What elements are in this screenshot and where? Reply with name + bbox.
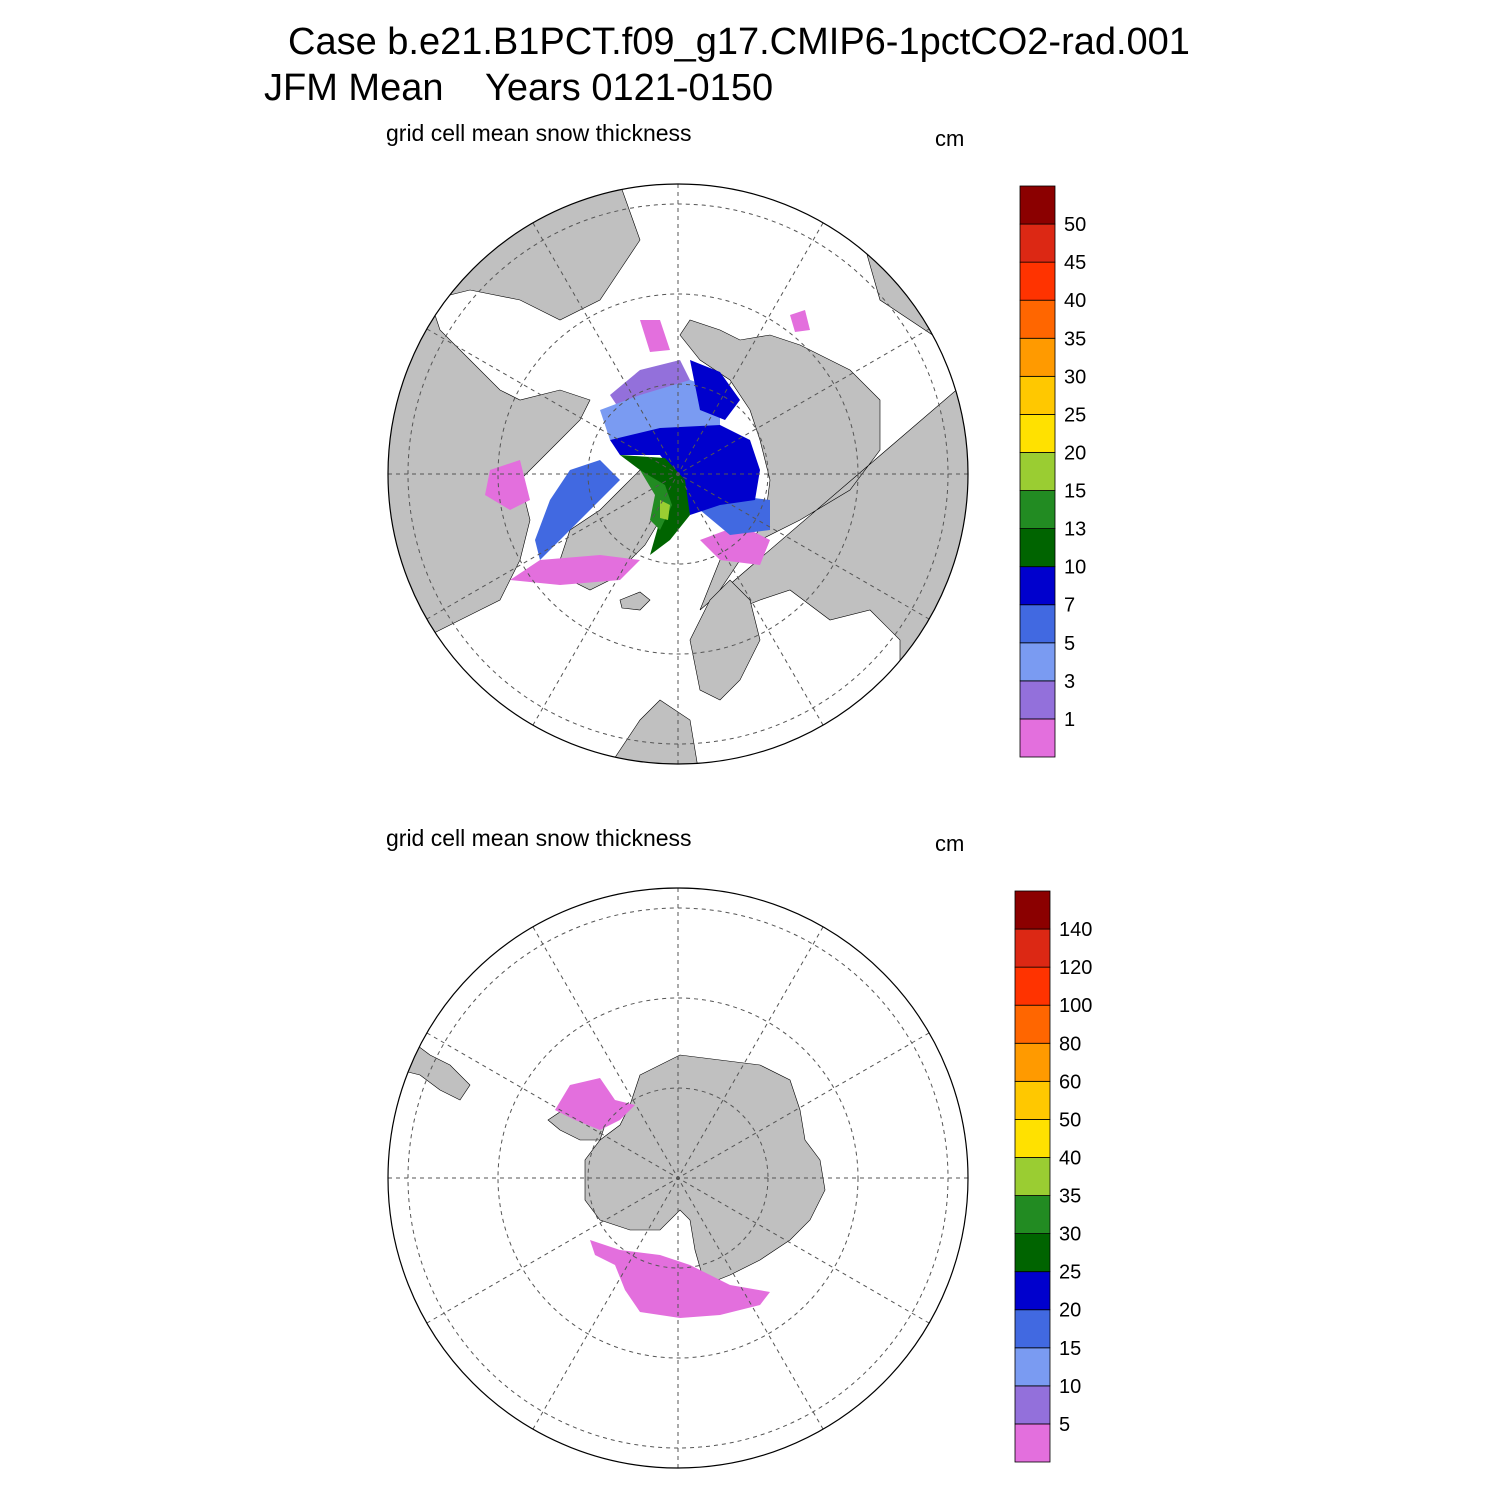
figure-title-case: Case b.e21.B1PCT.f09_g17.CMIP6-1pctCO2-r… xyxy=(288,21,1190,63)
south-map-boundary xyxy=(387,887,969,1469)
north-colorbar-label: 7 xyxy=(1064,595,1075,617)
south-colorbar-label: 35 xyxy=(1059,1186,1081,1208)
south-colorbar-swatch xyxy=(1014,1042,1051,1082)
south-colorbar-swatch xyxy=(1014,1157,1051,1196)
snow-13cm-region xyxy=(620,455,690,555)
north-colorbar-swatch xyxy=(1019,223,1056,263)
snow-3cm-region xyxy=(610,360,690,410)
north-colorbar-label: 45 xyxy=(1064,252,1086,274)
snow-1cm-region xyxy=(640,320,670,352)
north-map-boundary xyxy=(387,183,969,765)
north-colorbar-swatch xyxy=(1019,299,1056,339)
south-colorbar-label: 50 xyxy=(1059,1109,1081,1131)
snow-5cm-region xyxy=(590,1240,770,1318)
south-colorbar-swatch xyxy=(1014,1347,1051,1387)
north-colorbar-swatch xyxy=(1019,375,1056,415)
south-colorbar-label: 140 xyxy=(1059,919,1092,941)
north-colorbar-label: 50 xyxy=(1064,214,1086,236)
south-colorbar-swatch xyxy=(1014,1195,1051,1234)
south-colorbar-label: 80 xyxy=(1059,1033,1081,1055)
north-colorbar-label: 40 xyxy=(1064,290,1086,312)
north-colorbar-swatch xyxy=(1019,566,1056,606)
figure-title-period: JFM Mean Years 0121-0150 xyxy=(264,67,774,109)
north-colorbar-swatch xyxy=(1019,490,1056,529)
north-colorbar-swatch xyxy=(1019,413,1056,453)
south-colorbar-label: 60 xyxy=(1059,1071,1081,1093)
south-colorbar-swatch xyxy=(1014,1119,1051,1158)
iceland-landmass xyxy=(619,591,651,611)
north-colorbar-label: 3 xyxy=(1064,671,1075,693)
snow-5cm-region xyxy=(555,1078,635,1130)
snow-1cm-region xyxy=(700,525,770,565)
south-colorbar-label: 120 xyxy=(1059,957,1092,979)
north-colorbar-swatch xyxy=(1019,718,1056,758)
south-colorbar-swatch xyxy=(1014,928,1051,968)
north-america-landmass xyxy=(388,184,641,641)
north-colorbar-label: 30 xyxy=(1064,366,1086,388)
north-colorbar-label: 10 xyxy=(1064,557,1086,579)
north-colorbar-swatch xyxy=(1019,337,1056,377)
north-colorbar-swatch xyxy=(1019,642,1056,682)
europe-peninsula xyxy=(689,579,761,701)
north-colorbar-label: 1 xyxy=(1064,709,1075,731)
south-colorbar-label: 20 xyxy=(1059,1300,1081,1322)
south-colorbar-swatch xyxy=(1014,1271,1051,1311)
snow-20cm-region xyxy=(660,500,670,520)
south-units-label: cm xyxy=(935,831,965,856)
north-colorbar-label: 15 xyxy=(1064,481,1086,503)
south-colorbar-swatch xyxy=(1014,1004,1051,1044)
south-colorbar-swatch xyxy=(1014,1423,1051,1463)
snow-1cm-region xyxy=(790,310,810,332)
snow-5cm-region xyxy=(600,380,720,440)
south-colorbar-swatch xyxy=(1014,1080,1051,1120)
snow-1cm-region xyxy=(485,460,530,510)
snow-7cm-region xyxy=(535,460,620,560)
south-colorbar-label: 15 xyxy=(1059,1338,1081,1360)
north-colorbar-label: 25 xyxy=(1064,404,1086,426)
south-colorbar-label: 100 xyxy=(1059,995,1092,1017)
south-colorbar-swatch xyxy=(1014,890,1051,930)
south-colorbar-swatch xyxy=(1014,1385,1051,1425)
south-colorbar-swatch xyxy=(1014,1233,1051,1273)
south-colorbar-label: 10 xyxy=(1059,1376,1081,1398)
north-colorbar-swatch xyxy=(1019,528,1056,568)
north-colorbar-label: 20 xyxy=(1064,442,1086,464)
north-colorbar-swatch xyxy=(1019,452,1056,491)
north-colorbar-label: 35 xyxy=(1064,328,1086,350)
south-colorbar-label: 25 xyxy=(1059,1262,1081,1284)
north-colorbar-swatch xyxy=(1019,261,1056,301)
north-panel-title: grid cell mean snow thickness xyxy=(386,120,692,146)
north-colorbar-label: 13 xyxy=(1064,519,1086,541)
north-colorbar-swatch xyxy=(1019,604,1056,644)
south-colorbar-label: 40 xyxy=(1059,1147,1081,1169)
north-colorbar-label: 5 xyxy=(1064,633,1075,655)
north-units-label: cm xyxy=(935,126,965,151)
south-colorbar-label: 5 xyxy=(1059,1414,1070,1436)
snow-1cm-region xyxy=(510,555,640,585)
south-colorbar-label: 30 xyxy=(1059,1224,1081,1246)
snow-10cm-region xyxy=(690,360,740,420)
south-colorbar-swatch xyxy=(1014,966,1051,1006)
south-panel-title: grid cell mean snow thickness xyxy=(386,825,692,851)
south-colorbar-swatch xyxy=(1014,1309,1051,1349)
north-colorbar-swatch xyxy=(1019,185,1056,225)
north-colorbar-swatch xyxy=(1019,680,1056,720)
